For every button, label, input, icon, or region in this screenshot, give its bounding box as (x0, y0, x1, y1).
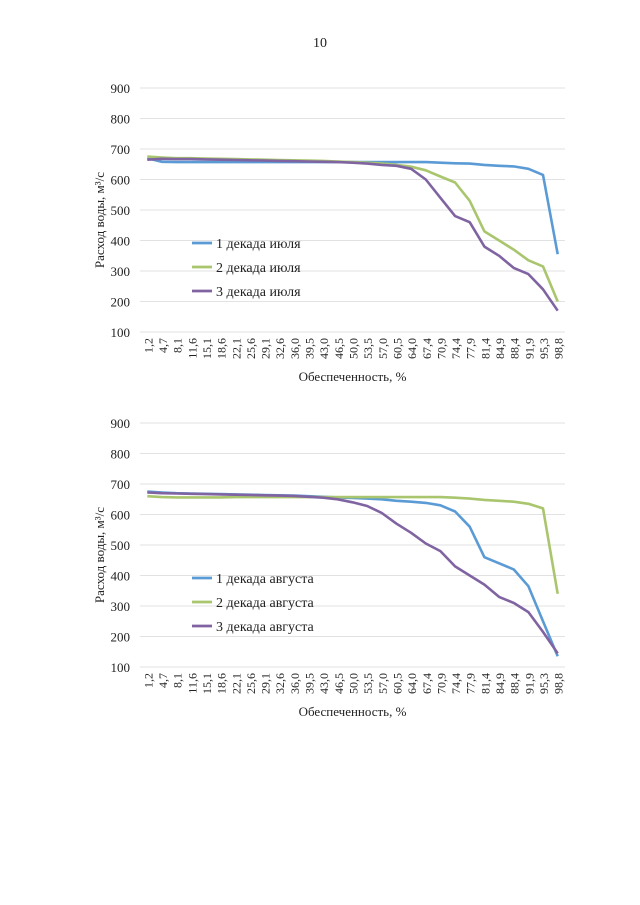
legend-label-2: 2 декада августа (216, 596, 315, 611)
legend-label-3: 3 декада августа (216, 620, 315, 635)
legend-label-2: 2 декада июля (216, 261, 301, 276)
x-tick-label: 81,4 (478, 338, 492, 359)
x-tick-label: 77,9 (464, 673, 478, 694)
x-tick-label: 1,2 (141, 673, 155, 688)
x-tick-label: 1,2 (141, 338, 155, 353)
y-tick-label: 700 (111, 142, 131, 157)
x-tick-label: 32,6 (273, 673, 287, 694)
legend-label-1: 1 декада июля (216, 237, 301, 252)
x-tick-label: 43,0 (317, 673, 331, 694)
x-tick-label: 60,5 (390, 338, 404, 359)
x-tick-label: 74,4 (449, 338, 463, 359)
page-number: 10 (313, 36, 327, 51)
x-tick-label: 8,1 (171, 673, 185, 688)
x-tick-label: 15,1 (200, 338, 214, 359)
x-tick-label: 91,9 (522, 673, 536, 694)
x-tick-label: 53,5 (361, 338, 375, 359)
x-tick-label: 8,1 (171, 338, 185, 353)
x-tick-label: 53,5 (361, 673, 375, 694)
x-tick-label: 29,1 (259, 338, 273, 359)
y-tick-label: 900 (111, 416, 131, 431)
x-tick-label: 84,9 (493, 338, 507, 359)
x-tick-label: 57,0 (376, 338, 390, 359)
y-tick-label: 200 (111, 630, 131, 645)
legend-label-3: 3 декада июля (216, 285, 301, 300)
y-tick-label: 600 (111, 173, 131, 188)
y-tick-label: 400 (111, 234, 131, 249)
y-axis-title: Расход воды, м³/с (92, 507, 107, 603)
x-axis-title: Обеспеченность, % (299, 704, 407, 719)
x-tick-label: 18,6 (215, 673, 229, 694)
x-tick-label: 25,6 (244, 673, 258, 694)
x-tick-label: 95,3 (537, 673, 551, 694)
x-tick-label: 22,1 (229, 338, 243, 359)
x-axis-title: Обеспеченность, % (299, 369, 407, 384)
x-tick-label: 4,7 (156, 338, 170, 353)
x-tick-label: 18,6 (215, 338, 229, 359)
x-tick-label: 39,5 (303, 673, 317, 694)
x-tick-label: 57,0 (376, 673, 390, 694)
y-tick-label: 300 (111, 264, 131, 279)
x-tick-label: 67,4 (420, 338, 434, 359)
x-tick-label: 98,8 (552, 673, 566, 694)
y-tick-label: 500 (111, 203, 131, 218)
x-tick-label: 22,1 (229, 673, 243, 694)
y-tick-label: 500 (111, 538, 131, 553)
y-tick-label: 400 (111, 569, 131, 584)
y-tick-label: 100 (111, 660, 131, 675)
x-tick-label: 50,0 (347, 673, 361, 694)
x-tick-label: 50,0 (347, 338, 361, 359)
series-line-3 (147, 491, 559, 655)
y-tick-label: 900 (111, 81, 131, 96)
x-tick-label: 64,0 (405, 673, 419, 694)
x-tick-label: 36,0 (288, 673, 302, 694)
x-tick-label: 95,3 (537, 338, 551, 359)
x-tick-label: 46,5 (332, 338, 346, 359)
x-tick-label: 46,5 (332, 673, 346, 694)
x-tick-label: 43,0 (317, 338, 331, 359)
chart-svg-july: 100 200 300 400 500 600 700 800 900 1,2 4,7 8,1 11,6… (92, 81, 566, 384)
x-tick-label: 11,6 (185, 673, 199, 694)
x-tick-label: 60,5 (390, 673, 404, 694)
chart-svg-august: 100 200 300 400 500 600 700 800 900 1,2 4,7 8,1 11,6… (92, 416, 566, 719)
y-tick-label: 300 (111, 599, 131, 614)
x-tick-label: 91,9 (522, 338, 536, 359)
y-tick-label: 200 (111, 295, 131, 310)
series-line-2 (147, 155, 559, 303)
y-tick-label: 800 (111, 112, 131, 127)
x-tick-label: 84,9 (493, 673, 507, 694)
y-tick-label: 100 (111, 325, 131, 340)
x-tick-label: 32,6 (273, 338, 287, 359)
x-tick-label: 88,4 (508, 673, 522, 694)
y-tick-label: 600 (111, 508, 131, 523)
x-tick-label: 11,6 (185, 338, 199, 359)
x-tick-label: 64,0 (405, 338, 419, 359)
x-tick-label: 74,4 (449, 673, 463, 694)
chart-july-discharge: 100 200 300 400 500 600 700 800 900 1,2 4,7 8,1 11,6… (0, 70, 640, 400)
x-tick-label: 25,6 (244, 338, 258, 359)
chart-august-discharge: 100 200 300 400 500 600 700 800 900 1,2 4,7 8,1 11,6… (0, 405, 640, 735)
y-axis-title: Расход воды, м³/с (92, 172, 107, 268)
series-line-3 (147, 157, 559, 312)
x-tick-label: 39,5 (303, 338, 317, 359)
x-tick-label: 70,9 (434, 673, 448, 694)
x-tick-label: 81,4 (478, 673, 492, 694)
x-tick-label: 70,9 (434, 338, 448, 359)
series-line-1 (147, 490, 559, 657)
x-tick-label: 36,0 (288, 338, 302, 359)
x-tick-label: 98,8 (552, 338, 566, 359)
series-line-2 (147, 494, 559, 595)
x-tick-label: 15,1 (200, 673, 214, 694)
x-tick-label: 4,7 (156, 673, 170, 688)
x-tick-label: 29,1 (259, 673, 273, 694)
x-tick-label: 67,4 (420, 673, 434, 694)
x-tick-label: 77,9 (464, 338, 478, 359)
legend-label-1: 1 декада августа (216, 572, 315, 587)
y-tick-label: 700 (111, 477, 131, 492)
y-tick-label: 800 (111, 447, 131, 462)
x-tick-label: 88,4 (508, 338, 522, 359)
